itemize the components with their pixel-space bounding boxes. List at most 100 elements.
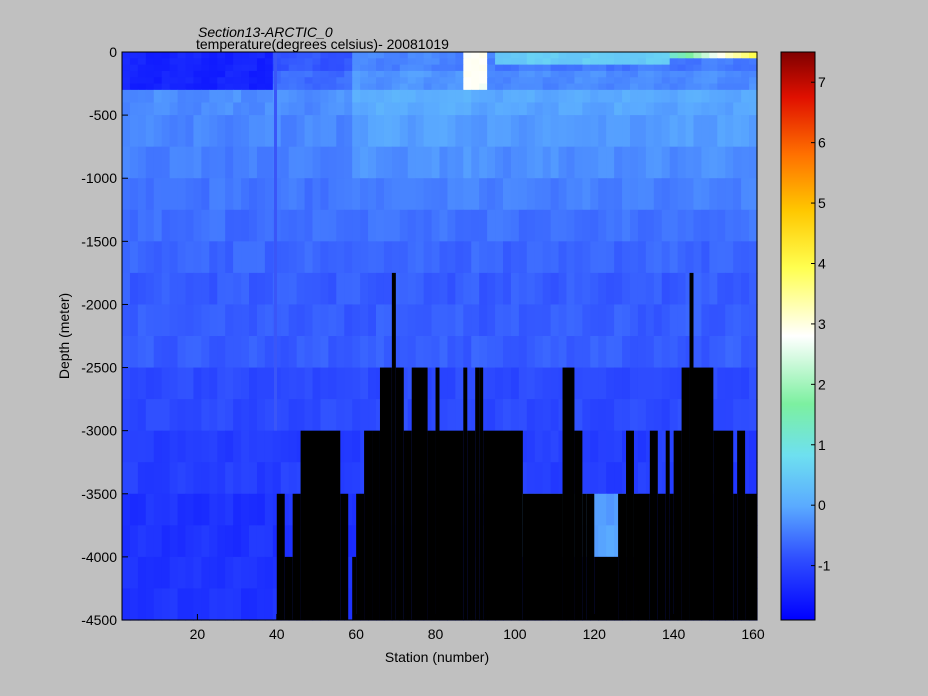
temperature-cell [360, 70, 369, 78]
temperature-cell [487, 399, 496, 432]
temperature-cell [630, 64, 639, 72]
temperature-cell [312, 241, 322, 274]
temperature-cell [217, 556, 226, 590]
temperature-cell [352, 70, 361, 78]
y-tick-label: -500 [89, 107, 117, 123]
temperature-cell [145, 64, 155, 72]
temperature-cell [153, 493, 163, 526]
temperature-cell [677, 70, 687, 78]
temperature-cell [241, 336, 250, 369]
temperature-cell [582, 89, 591, 104]
temperature-cell [185, 399, 195, 432]
temperature-cell [518, 209, 528, 242]
temperature-cell [471, 115, 480, 148]
temperature-cell [177, 462, 187, 495]
temperature-cell [447, 115, 456, 148]
temperature-cell [122, 89, 131, 104]
temperature-cell [336, 146, 345, 179]
temperature-cell [336, 241, 345, 274]
temperature-cell [368, 241, 377, 274]
temperature-cell [606, 77, 615, 85]
temperature-cell [193, 83, 202, 91]
temperature-cell [169, 89, 179, 104]
temperature-cell [550, 336, 560, 369]
temperature-cell [622, 399, 631, 432]
temperature-cell [383, 83, 393, 91]
temperature-cell [669, 64, 679, 72]
temperature-cell [328, 83, 337, 91]
temperature-cell [479, 58, 488, 66]
temperature-cell [677, 146, 687, 179]
temperature-cell [399, 64, 409, 72]
temperature-cell [241, 399, 250, 432]
temperature-cell [376, 304, 385, 337]
temperature-cell [669, 336, 679, 369]
temperature-cell [518, 336, 528, 369]
temperature-cell [336, 83, 345, 91]
temperature-cell [598, 58, 607, 66]
temperature-cell [145, 52, 155, 59]
temperature-cell [677, 58, 687, 66]
temperature-cell [249, 83, 258, 91]
temperature-cell [399, 272, 409, 306]
temperature-cell [137, 493, 147, 526]
temperature-cell [709, 89, 718, 104]
temperature-cell [550, 102, 560, 116]
y-axis-label: Depth (meter) [56, 293, 72, 379]
temperature-cell [344, 367, 353, 400]
temperature-cell [201, 77, 210, 85]
temperature-cell [693, 58, 703, 66]
temperature-cell [741, 399, 750, 432]
temperature-cell [455, 399, 464, 432]
temperature-cell [280, 525, 290, 558]
temperature-cell [431, 178, 441, 211]
temperature-cell [487, 58, 496, 66]
temperature-cell [487, 178, 496, 211]
temperature-cell [249, 102, 258, 116]
temperature-cell [598, 241, 607, 274]
temperature-cell [622, 64, 631, 72]
temperature-cell [733, 209, 742, 242]
temperature-cell [344, 146, 353, 179]
temperature-cell [534, 77, 544, 85]
temperature-cell [614, 367, 623, 400]
temperature-cell [272, 336, 282, 369]
temperature-cell [709, 83, 718, 91]
temperature-cell [344, 209, 353, 242]
x-tick-label: 120 [583, 626, 607, 642]
temperature-cell [145, 430, 155, 463]
temperature-cell [368, 70, 377, 78]
temperature-cell [677, 83, 687, 91]
temperature-cell [534, 178, 544, 211]
temperature-cell [193, 588, 202, 621]
temperature-cell [368, 58, 377, 66]
temperature-cell [264, 367, 274, 400]
temperature-cell [725, 83, 734, 91]
temperature-cell [455, 241, 464, 274]
temperature-cell [161, 70, 171, 78]
bathymetry-column [411, 367, 428, 620]
temperature-cell [129, 556, 139, 590]
temperature-cell [217, 115, 226, 148]
temperature-cell [653, 272, 663, 306]
temperature-cell [217, 462, 226, 495]
temperature-cell [272, 304, 282, 337]
temperature-cell [558, 272, 568, 306]
temperature-cell [503, 304, 512, 337]
temperature-cell [510, 367, 520, 400]
temperature-cell [137, 241, 147, 274]
temperature-cell [558, 209, 568, 242]
temperature-cell [383, 336, 393, 369]
temperature-cell [574, 77, 583, 85]
temperature-cell [217, 89, 226, 104]
temperature-cell [256, 58, 266, 66]
temperature-cell [661, 399, 671, 432]
temperature-cell [503, 272, 512, 306]
temperature-cell [749, 146, 758, 179]
temperature-cell [661, 77, 671, 85]
temperature-cell [471, 64, 480, 72]
temperature-cell [233, 209, 242, 242]
temperature-cell [709, 52, 718, 59]
temperature-cell [161, 89, 171, 104]
